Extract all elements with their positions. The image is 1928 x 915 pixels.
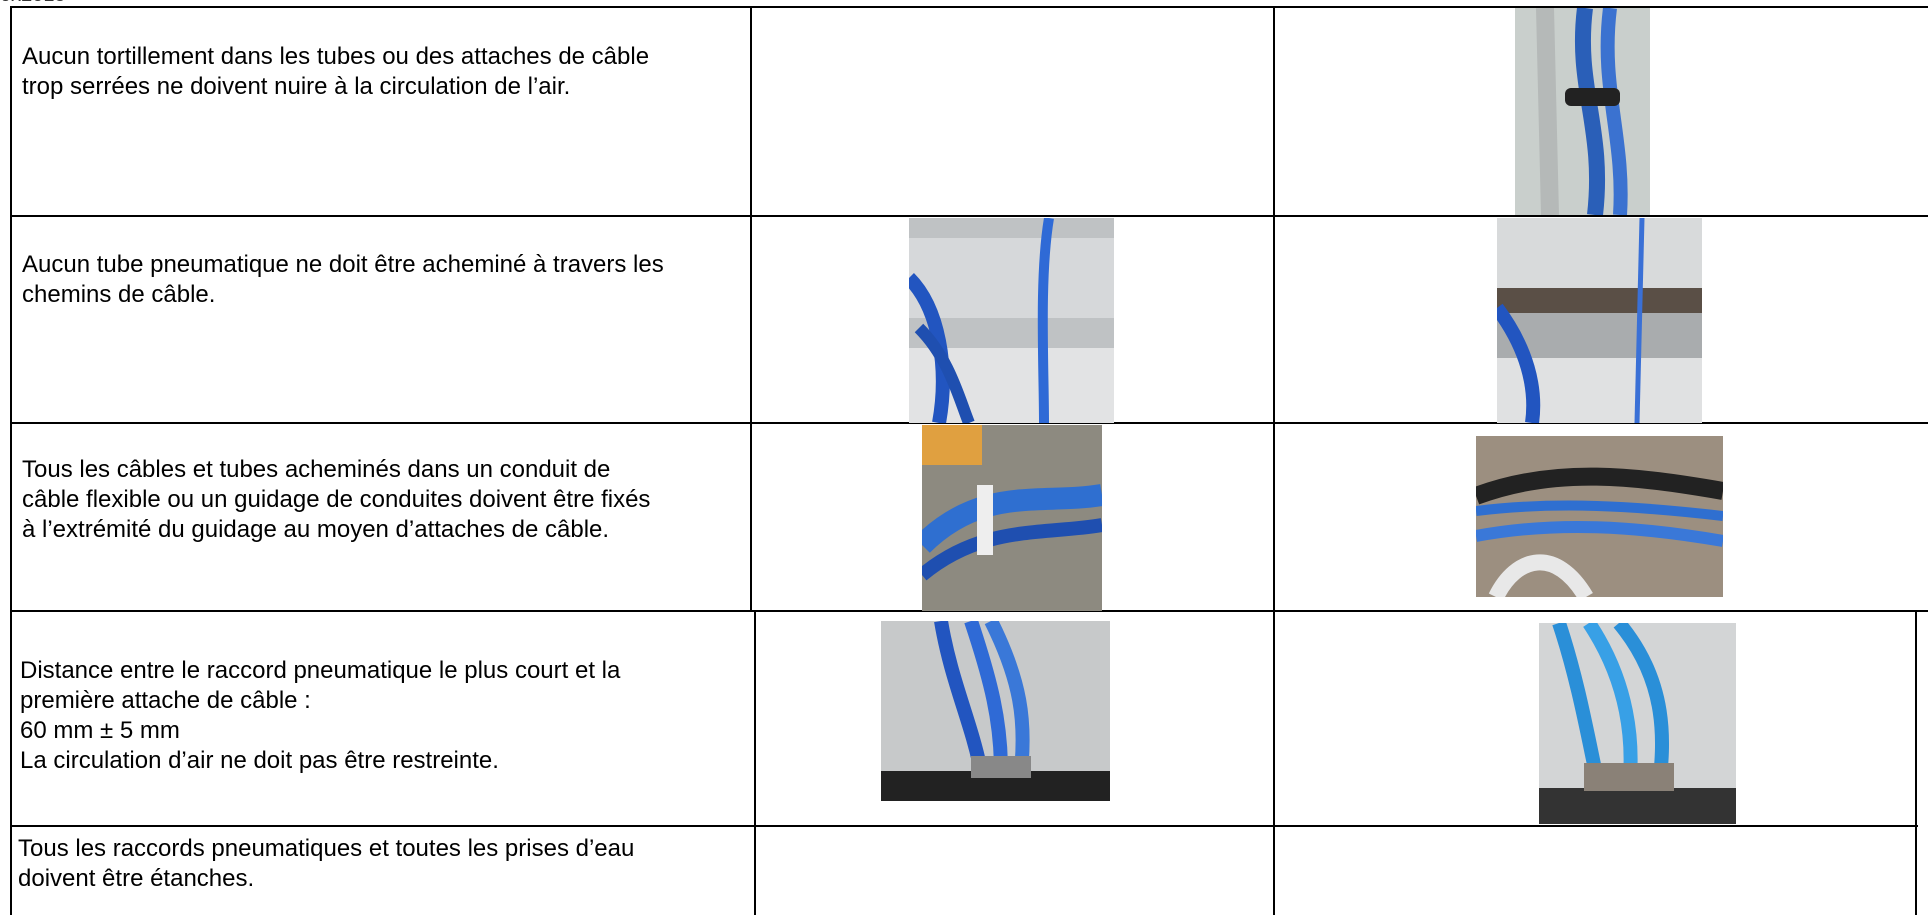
photo — [1539, 623, 1736, 824]
text-line: Tous les raccords pneumatiques et toutes… — [18, 835, 635, 862]
col-border — [10, 6, 12, 612]
row-border — [10, 610, 1928, 612]
header-fragment: 0x2015 — [0, 0, 66, 7]
photo — [922, 425, 1102, 611]
row-text: Aucun tortillement dans les tubes ou des… — [22, 42, 649, 102]
photo — [1497, 218, 1702, 423]
text-line: doivent être étanches. — [18, 865, 255, 892]
col-border — [754, 611, 756, 915]
col-border — [1273, 6, 1275, 915]
text-line: 60 mm ± 5 mm — [20, 717, 180, 744]
photo — [1515, 8, 1650, 215]
text-line: à l’extrémité du guidage au moyen d’atta… — [22, 516, 610, 543]
col-border — [10, 611, 12, 915]
text-line: Aucun tube pneumatique ne doit être ache… — [22, 251, 664, 278]
row-text: Tous les raccords pneumatiques et toutes… — [18, 834, 634, 894]
photo — [1476, 436, 1723, 597]
table-border — [10, 6, 1928, 8]
text-line: première attache de câble : — [20, 687, 311, 714]
row-border — [10, 215, 1928, 217]
photo — [909, 218, 1114, 423]
text-line: La circulation d’air ne doit pas être re… — [20, 747, 499, 774]
text-line: chemins de câble. — [22, 281, 216, 308]
text-line: Distance entre le raccord pneumatique le… — [20, 657, 621, 684]
col-border — [750, 6, 752, 612]
row-border — [10, 825, 1918, 827]
row-border — [10, 422, 1928, 424]
text-line: trop serrées ne doivent nuire à la circu… — [22, 73, 571, 100]
col-border — [1915, 611, 1917, 915]
row-text: Tous les câbles et tubes acheminés dans … — [22, 455, 650, 545]
text-line: Aucun tortillement dans les tubes ou des… — [22, 43, 650, 70]
row-text: Aucun tube pneumatique ne doit être ache… — [22, 250, 664, 310]
photo — [881, 621, 1110, 801]
row-text: Distance entre le raccord pneumatique le… — [20, 656, 620, 776]
text-line: Tous les câbles et tubes acheminés dans … — [22, 456, 611, 483]
text-line: câble flexible ou un guidage de conduite… — [22, 486, 651, 513]
